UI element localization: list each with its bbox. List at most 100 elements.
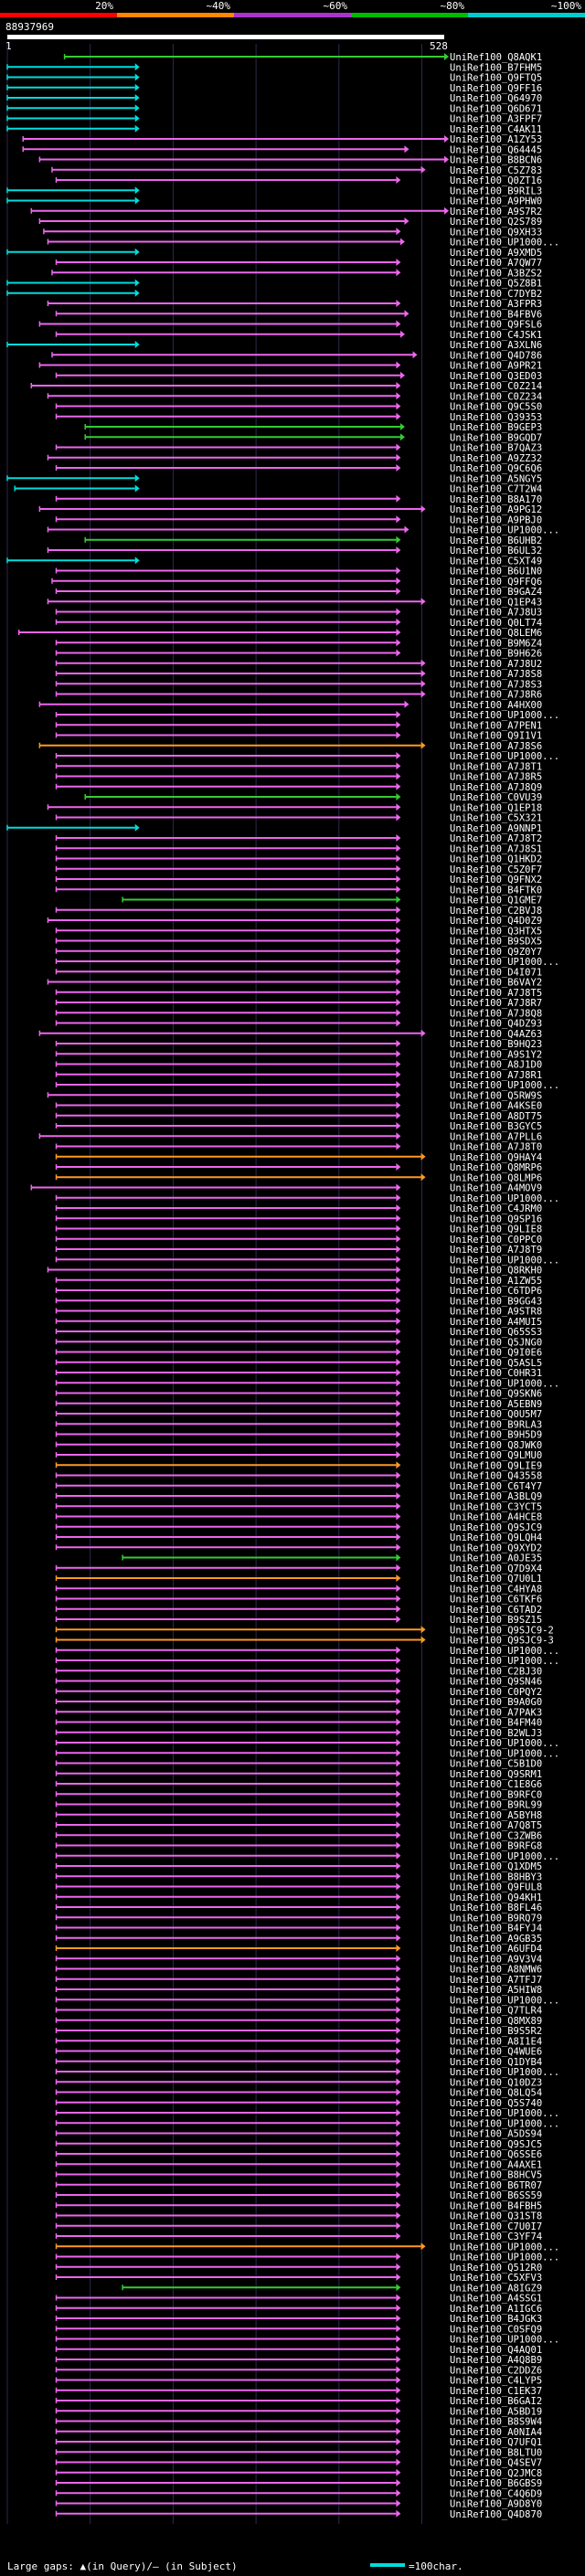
hit-row[interactable]: UniRef100_Q9SP16 [55, 1214, 543, 1224]
hit-row[interactable]: UniRef100_Q9FUL8 [55, 1882, 543, 1893]
hit-label[interactable]: UniRef100_C2BJ30 [450, 1666, 542, 1677]
hit-row[interactable]: UniRef100_Q9SJC5 [55, 2139, 543, 2150]
hit-row[interactable]: UniRef100_Q6D671 [6, 103, 542, 114]
hit-label[interactable]: UniRef100_C2DDZ6 [450, 2365, 542, 2376]
hit-row[interactable]: UniRef100_A9PHW0 [6, 196, 542, 207]
hit-label[interactable]: UniRef100_C5XFV3 [450, 2273, 542, 2284]
hit-label[interactable]: UniRef100_UP1000... [450, 1738, 559, 1749]
hit-label[interactable]: UniRef100_B4FTK0 [450, 885, 542, 896]
hit-row[interactable]: UniRef100_UP1000... [55, 751, 560, 762]
hit-row[interactable]: UniRef100_B9H626 [55, 649, 543, 660]
hit-label[interactable]: UniRef100_UP1000... [450, 1193, 559, 1204]
hit-row[interactable]: UniRef100_A4HCE8 [55, 1512, 543, 1523]
hit-label[interactable]: UniRef100_C0HR31 [450, 1368, 542, 1379]
hit-row[interactable]: UniRef100_C0VU39 [84, 792, 542, 803]
hit-row[interactable]: UniRef100_A7J8T2 [55, 833, 543, 844]
hit-row[interactable]: UniRef100_Q1EP43 [47, 597, 542, 608]
hit-row[interactable]: UniRef100_B9RQ79 [55, 1913, 543, 1924]
hit-row[interactable]: UniRef100_Q9XH33 [43, 227, 542, 238]
hit-label[interactable]: UniRef100_Q10DZ3 [450, 2077, 542, 2088]
hit-label[interactable]: UniRef100_A9PBJ0 [450, 514, 542, 525]
hit-row[interactable]: UniRef100_B7QAZ3 [55, 443, 543, 454]
hit-row[interactable]: UniRef100_A7J8Q8 [55, 1008, 543, 1019]
hit-row[interactable]: UniRef100_B9RFC0 [55, 1789, 543, 1800]
hit-row[interactable]: UniRef100_B8S9W4 [55, 2417, 543, 2428]
hit-row[interactable]: UniRef100_C0SFQ9 [55, 2324, 543, 2335]
hit-row[interactable]: UniRef100_Q1EP18 [47, 802, 542, 813]
hit-label[interactable]: UniRef100_B9RIL3 [450, 186, 542, 196]
hit-row[interactable]: UniRef100_Q5RW9S [47, 1090, 542, 1101]
hit-row[interactable]: UniRef100_B4FM40 [55, 1718, 543, 1729]
hit-label[interactable]: UniRef100_B9RL99 [450, 1800, 542, 1811]
hit-row[interactable]: UniRef100_UP1000... [55, 1255, 560, 1266]
hit-row[interactable]: UniRef100_A8I1E4 [55, 2036, 543, 2047]
hit-row[interactable]: UniRef100_UP1000... [55, 1080, 560, 1091]
hit-label[interactable]: UniRef100_A3BLQ9 [450, 1491, 542, 1502]
hit-label[interactable]: UniRef100_C3ZWB6 [450, 1830, 542, 1841]
hit-label[interactable]: UniRef100_UP1000... [450, 2108, 559, 2119]
hit-label[interactable]: UniRef100_UP1000... [450, 751, 559, 762]
hit-label[interactable]: UniRef100_Q9LIE8 [450, 1224, 542, 1235]
hit-label[interactable]: UniRef100_C1EK37 [450, 2386, 542, 2397]
hit-label[interactable]: UniRef100_B9H5D9 [450, 1430, 542, 1441]
hit-label[interactable]: UniRef100_A3XLN6 [450, 340, 542, 351]
hit-label[interactable]: UniRef100_A5EBN9 [450, 1399, 542, 1410]
hit-label[interactable]: UniRef100_C0PQY2 [450, 1687, 542, 1698]
hit-label[interactable]: UniRef100_Q8AQK1 [450, 52, 542, 63]
hit-row[interactable]: UniRef100_Q9FTQ5 [6, 73, 542, 84]
hit-row[interactable]: UniRef100_Q7U0L1 [55, 1574, 543, 1585]
hit-label[interactable]: UniRef100_B9GQD7 [450, 432, 542, 443]
hit-row[interactable]: UniRef100_A1IGC6 [55, 2304, 543, 2315]
hit-label[interactable]: UniRef100_C4JRM0 [450, 1203, 542, 1214]
hit-row[interactable]: UniRef100_Q7D9X4 [55, 1564, 543, 1574]
hit-row[interactable]: UniRef100_A7J8T1 [55, 761, 543, 772]
hit-label[interactable]: UniRef100_UP1000... [450, 2253, 559, 2263]
hit-label[interactable]: UniRef100_UP1000... [450, 2067, 559, 2078]
hit-row[interactable]: UniRef100_Q10DZ3 [55, 2077, 543, 2088]
hit-label[interactable]: UniRef100_C5Z0F7 [450, 864, 542, 875]
hit-label[interactable]: UniRef100_A3FPF7 [450, 114, 542, 125]
hit-row[interactable]: UniRef100_A4HX00 [38, 700, 542, 711]
hit-row[interactable]: UniRef100_UP1000... [55, 2335, 560, 2346]
hit-label[interactable]: UniRef100_Q9SJC9-2 [450, 1625, 554, 1636]
hit-row[interactable]: UniRef100_C5XT49 [6, 556, 542, 567]
hit-row[interactable]: UniRef100_Q9XYD2 [55, 1542, 543, 1553]
hit-label[interactable]: UniRef100_B9GG43 [450, 1296, 542, 1307]
hit-label[interactable]: UniRef100_Q7D9X4 [450, 1564, 542, 1574]
hit-row[interactable]: UniRef100_A7Q8T5 [55, 1820, 543, 1831]
hit-label[interactable]: UniRef100_Q0ZT16 [450, 175, 542, 186]
hit-label[interactable]: UniRef100_C6TDP6 [450, 1286, 542, 1297]
hit-label[interactable]: UniRef100_Q5ASL5 [450, 1358, 542, 1369]
hit-label[interactable]: UniRef100_C5XT49 [450, 556, 542, 567]
hit-label[interactable]: UniRef100_A4AXE1 [450, 2159, 542, 2170]
hit-label[interactable]: UniRef100_A7J8T1 [450, 761, 542, 772]
hit-label[interactable]: UniRef100_C0Z234 [450, 391, 542, 402]
hit-label[interactable]: UniRef100_Q9HAY4 [450, 1152, 542, 1163]
hit-label[interactable]: UniRef100_Q9LQH4 [450, 1532, 542, 1543]
hit-row[interactable]: UniRef100_B6UHB2 [84, 535, 542, 546]
hit-label[interactable]: UniRef100_Q1HKD2 [450, 854, 542, 865]
hit-label[interactable]: UniRef100_B8HCV5 [450, 2170, 542, 2181]
hit-row[interactable]: UniRef100_A4MUI5 [55, 1317, 543, 1328]
hit-label[interactable]: UniRef100_Q8LMP6 [450, 1172, 542, 1183]
hit-row[interactable]: UniRef100_Q9SJC9-2 [55, 1625, 554, 1636]
hit-label[interactable]: UniRef100_B9H626 [450, 649, 542, 660]
hit-row[interactable]: UniRef100_C0PPC0 [55, 1235, 543, 1246]
hit-row[interactable]: UniRef100_Q1HKD2 [55, 854, 543, 865]
hit-row[interactable]: UniRef100_A5DS94 [55, 2129, 543, 2140]
hit-label[interactable]: UniRef100_C6TKF6 [450, 1595, 542, 1606]
hit-row[interactable]: UniRef100_A8IGZ9 [122, 2283, 542, 2294]
hit-row[interactable]: UniRef100_B6TR07 [55, 2180, 543, 2191]
hit-label[interactable]: UniRef100_Q2S789 [450, 217, 542, 228]
hit-label[interactable]: UniRef100_Q8LEM6 [450, 628, 542, 639]
hit-row[interactable]: UniRef100_B8HBY3 [55, 1871, 543, 1882]
hit-row[interactable]: UniRef100_C1E8G6 [55, 1779, 543, 1790]
hit-row[interactable]: UniRef100_UP1000... [55, 1995, 560, 2006]
hit-row[interactable]: UniRef100_Q4D0Z9 [47, 916, 542, 927]
hit-row[interactable]: UniRef100_B4FYJ4 [55, 1924, 543, 1935]
hit-label[interactable]: UniRef100_A7TFJ7 [450, 1975, 542, 1986]
hit-row[interactable]: UniRef100_A7TFJ7 [55, 1975, 543, 1986]
hit-label[interactable]: UniRef100_A9PR21 [450, 361, 542, 372]
hit-label[interactable]: UniRef100_Q9C6Q6 [450, 463, 542, 474]
hit-row[interactable]: UniRef100_Q65SS3 [55, 1327, 543, 1338]
